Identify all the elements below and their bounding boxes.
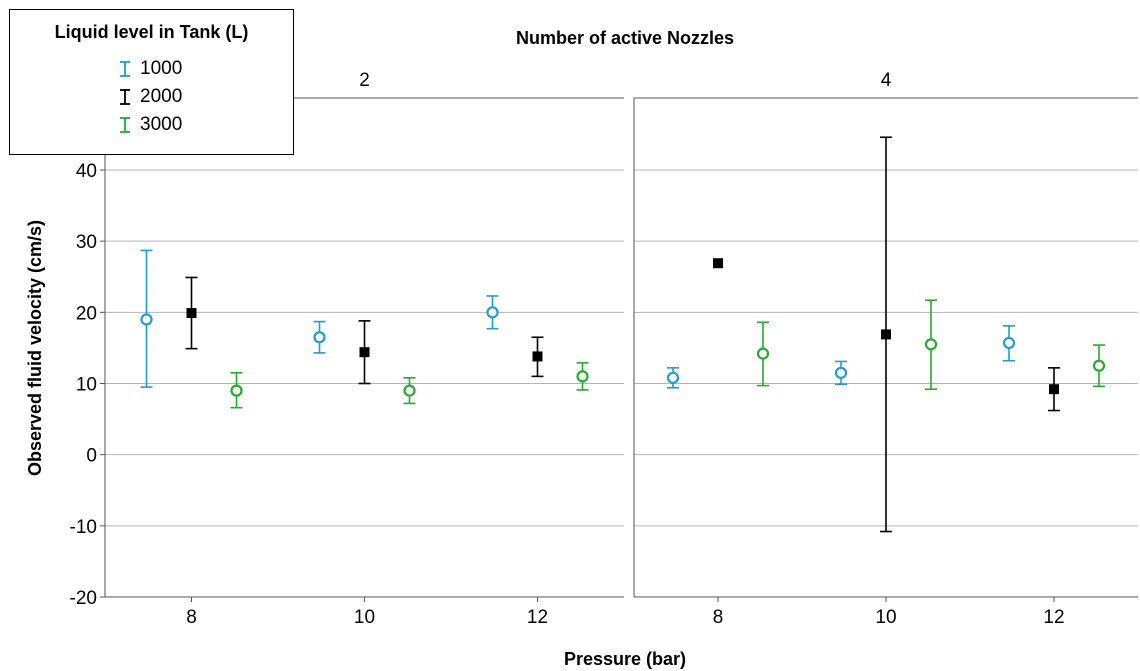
- mean-marker: [313, 331, 326, 344]
- panel-label: 4: [881, 70, 892, 91]
- mean-marker: [666, 371, 680, 384]
- mean-marker: [532, 351, 543, 362]
- legend-title: Liquid level in Tank (L): [54, 22, 249, 42]
- mean-marker: [924, 338, 938, 351]
- legend-label: 2000: [140, 86, 183, 107]
- y-tick-label: 0: [86, 446, 97, 467]
- mean-marker: [140, 313, 153, 326]
- mean-marker: [881, 329, 891, 340]
- mean-marker: [834, 366, 848, 379]
- error-bar-icon: [120, 89, 130, 105]
- mean-marker: [1092, 359, 1106, 372]
- mean-marker: [576, 370, 589, 383]
- error-bar-icon: [120, 117, 130, 133]
- x-tick-label: 10: [875, 607, 896, 628]
- mean-marker: [1002, 336, 1016, 350]
- panel-label: 2: [359, 70, 370, 91]
- mean-marker: [403, 384, 416, 397]
- legend: Liquid level in Tank (L) 1000 2000 3000: [9, 9, 294, 155]
- error-bar-icon: [120, 61, 130, 77]
- x-tick-label: 10: [354, 607, 375, 628]
- y-tick-label: 40: [76, 161, 97, 182]
- mean-marker: [713, 258, 723, 269]
- y-tick-label: 10: [76, 375, 97, 396]
- mean-marker: [230, 384, 243, 397]
- y-tick-label: 20: [76, 303, 97, 324]
- legend-label: 3000: [140, 114, 183, 135]
- legend-item: 1000: [118, 58, 182, 80]
- y-tick-label: 30: [76, 232, 97, 253]
- y-tick-label: -20: [70, 588, 97, 609]
- mean-marker: [486, 306, 499, 319]
- x-axis-label: Pressure (bar): [564, 649, 686, 669]
- x-tick-label: 12: [527, 607, 548, 628]
- y-axis-label: Observed fluid velocity (cm/s): [25, 220, 45, 476]
- mean-marker: [756, 347, 770, 360]
- chart-title: Number of active Nozzles: [516, 28, 734, 48]
- x-tick-label: 8: [713, 607, 724, 628]
- legend-item: 2000: [118, 86, 182, 108]
- x-tick-label: 8: [186, 607, 197, 628]
- legend-label: 1000: [140, 58, 183, 79]
- y-tick-label: -10: [70, 517, 97, 538]
- mean-marker: [186, 308, 197, 319]
- mean-marker: [359, 347, 370, 358]
- x-tick-label: 12: [1043, 607, 1064, 628]
- mean-marker: [1049, 384, 1059, 395]
- legend-item: 3000: [118, 114, 182, 136]
